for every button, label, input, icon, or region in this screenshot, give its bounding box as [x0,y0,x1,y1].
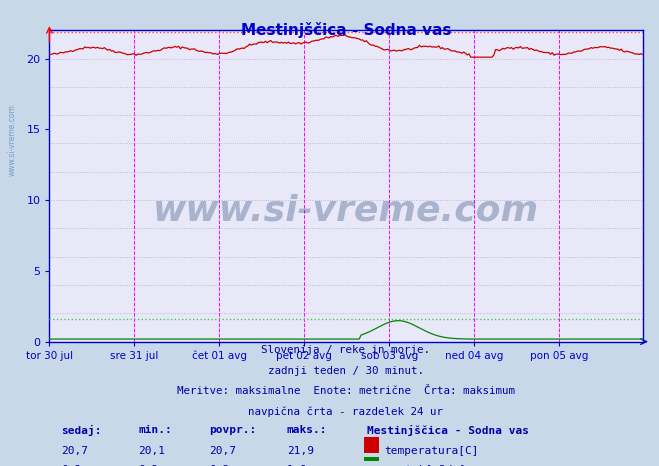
Text: min.:: min.: [138,425,172,435]
Text: 1,6: 1,6 [287,465,307,466]
Text: Mestinjščica - Sodna vas: Mestinjščica - Sodna vas [367,425,529,437]
Text: temperatura[C]: temperatura[C] [385,446,479,456]
Text: navpična črta - razdelek 24 ur: navpična črta - razdelek 24 ur [248,406,444,417]
Text: www.si-vreme.com: www.si-vreme.com [8,104,17,176]
Text: zadnji teden / 30 minut.: zadnji teden / 30 minut. [268,365,424,376]
Text: povpr.:: povpr.: [210,425,257,435]
Text: 0,2: 0,2 [61,465,82,466]
Text: 0,2: 0,2 [138,465,159,466]
Text: 20,7: 20,7 [61,446,88,456]
Text: Mestinjščica - Sodna vas: Mestinjščica - Sodna vas [241,22,451,38]
Text: 21,9: 21,9 [287,446,314,456]
Text: sedaj:: sedaj: [61,425,101,437]
Text: Slovenija / reke in morje.: Slovenija / reke in morje. [262,345,430,355]
Bar [364,438,378,453]
Text: 0,3: 0,3 [210,465,230,466]
Text: maks.:: maks.: [287,425,327,435]
Bar [364,457,378,466]
Text: 20,7: 20,7 [210,446,237,456]
Text: www.si-vreme.com: www.si-vreme.com [153,194,539,228]
Text: 20,1: 20,1 [138,446,165,456]
Text: Meritve: maksimalne  Enote: metrične  Črta: maksimum: Meritve: maksimalne Enote: metrične Črta… [177,386,515,396]
Text: pretok[m3/s]: pretok[m3/s] [385,465,465,466]
